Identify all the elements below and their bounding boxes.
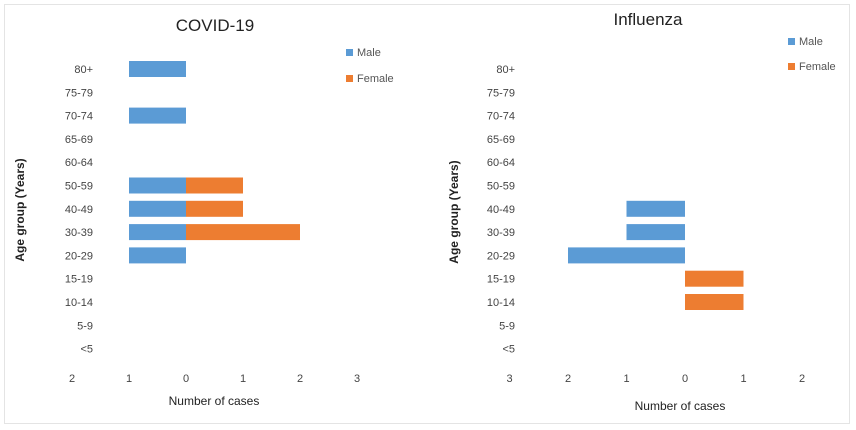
covid-bar-male (129, 200, 186, 217)
covid-x-tick-label: 1 (126, 373, 132, 385)
influenza-bar-male (626, 200, 685, 217)
influenza-category-label: 75-79 (487, 87, 515, 99)
covid-category-label: 75-79 (65, 87, 93, 99)
influenza-category-label: 40-49 (487, 204, 515, 216)
influenza-x-tick-label: 2 (799, 373, 805, 385)
covid-bar-male (129, 107, 186, 124)
covid-category-label: 15-19 (65, 274, 93, 286)
covid-category-label: 70-74 (65, 111, 93, 123)
covid-category-label: <5 (80, 344, 93, 356)
covid-category-label: 60-64 (65, 157, 93, 169)
covid-category-label: 40-49 (65, 204, 93, 216)
influenza-bar-female (685, 270, 744, 287)
influenza-x-tick-label: 3 (506, 373, 512, 385)
covid-bar-female (186, 177, 243, 194)
covid-category-label: 30-39 (65, 227, 93, 239)
influenza-legend-swatch-female (788, 63, 795, 70)
influenza-legend-swatch-male (788, 38, 795, 45)
covid-x-tick-label: 0 (183, 373, 189, 385)
covid-x-tick-label: 1 (240, 373, 246, 385)
influenza-x-tick-label: 2 (565, 373, 571, 385)
covid-x-tick-label: 2 (297, 373, 303, 385)
influenza-category-label: 5-9 (499, 320, 515, 332)
covid-category-label: 20-29 (65, 250, 93, 262)
influenza-x-tick-label: 1 (623, 373, 629, 385)
covid-y-axis-label: Age group (Years) (13, 158, 27, 261)
influenza-category-label: 65-69 (487, 134, 515, 146)
influenza-x-tick-label: 1 (740, 373, 746, 385)
influenza-x-axis-label: Number of cases (635, 399, 726, 413)
influenza-category-label: 80+ (496, 64, 515, 76)
influenza-category-label: 10-14 (487, 297, 515, 309)
covid-bar-male (129, 247, 186, 264)
covid-category-label: 80+ (74, 64, 93, 76)
covid-x-tick-label: 2 (69, 373, 75, 385)
covid-category-label: 50-59 (65, 181, 93, 193)
covid-legend-swatch-male (346, 49, 353, 56)
covid-category-label: 65-69 (65, 134, 93, 146)
covid-category-label: 10-14 (65, 297, 93, 309)
figure-frame (4, 4, 850, 424)
influenza-category-label: 70-74 (487, 111, 515, 123)
influenza-chart-title: Influenza (614, 10, 684, 29)
covid-x-tick-label: 3 (354, 373, 360, 385)
covid-legend-label-male: Male (357, 47, 381, 59)
influenza-bar-male (626, 224, 685, 241)
influenza-y-axis-label: Age group (Years) (447, 160, 461, 263)
influenza-category-label: 20-29 (487, 250, 515, 262)
covid-legend-label-female: Female (357, 73, 394, 85)
influenza-category-label: <5 (502, 344, 515, 356)
influenza-legend-label-female: Female (799, 61, 836, 73)
covid-bar-male (129, 177, 186, 194)
covid-bar-female (186, 224, 300, 241)
influenza-legend-label-male: Male (799, 36, 823, 48)
influenza-x-tick-label: 0 (682, 373, 688, 385)
influenza-bar-female (685, 294, 744, 310)
influenza-category-label: 50-59 (487, 181, 515, 193)
covid-category-label: 5-9 (77, 320, 93, 332)
covid-legend-swatch-female (346, 75, 353, 82)
covid-x-axis-label: Number of cases (169, 394, 260, 408)
covid-bar-male (129, 224, 186, 241)
influenza-bar-male (568, 247, 685, 264)
influenza-category-label: 30-39 (487, 227, 515, 239)
influenza-category-label: 15-19 (487, 274, 515, 286)
influenza-category-label: 60-64 (487, 157, 515, 169)
covid-bar-male (129, 61, 186, 77)
covid-bar-female (186, 200, 243, 217)
covid-chart-title: COVID-19 (176, 16, 254, 35)
